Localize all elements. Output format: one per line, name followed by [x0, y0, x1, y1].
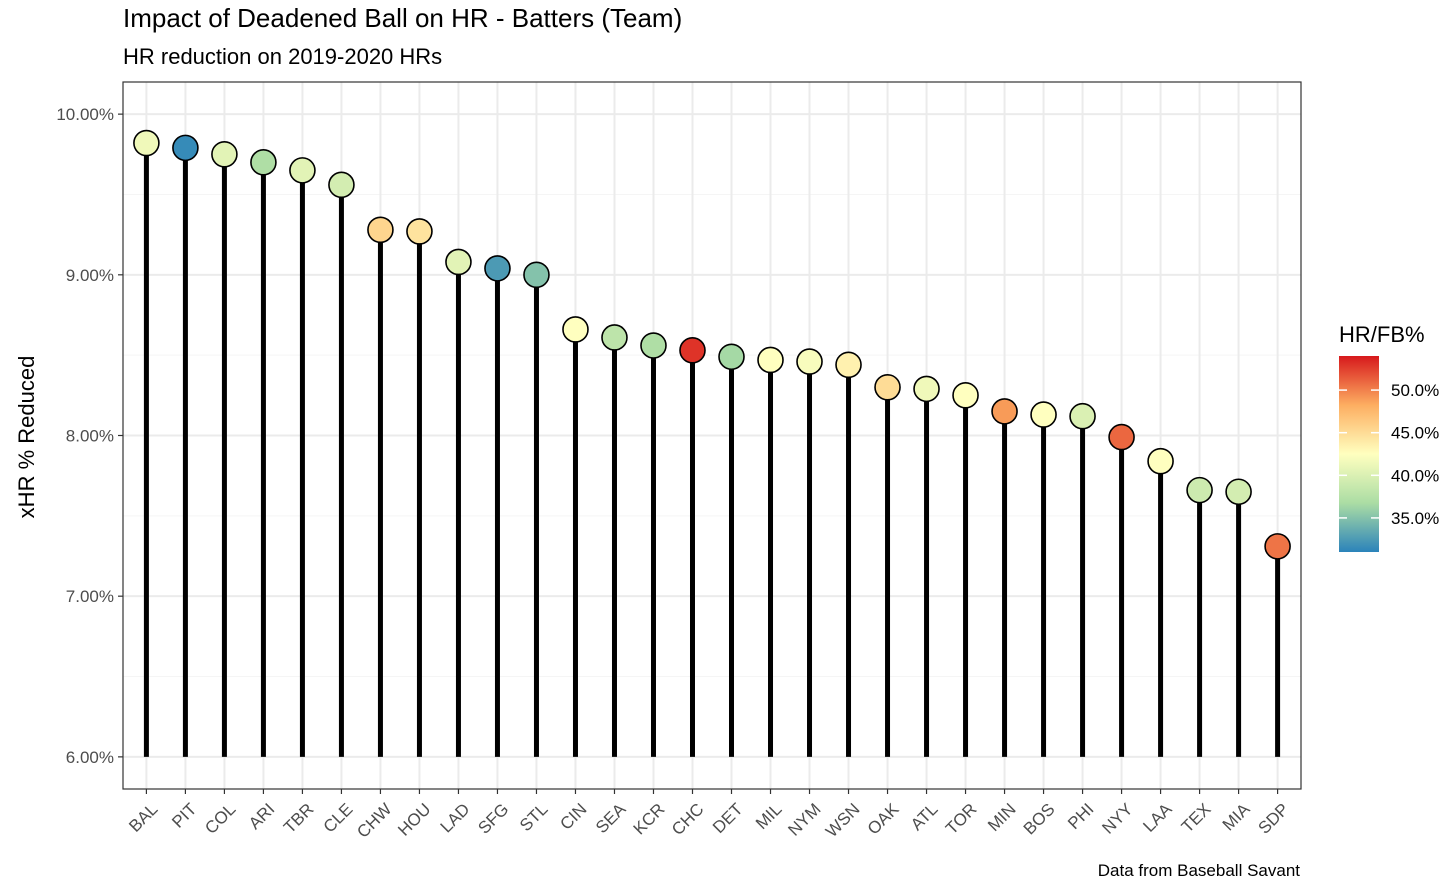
point-cin [562, 316, 589, 343]
legend-label: 40.0% [1391, 466, 1439, 485]
panel-border [122, 81, 1302, 790]
legend-title: HR/FB% [1339, 322, 1425, 347]
x-tick-label-bos: BOS [1020, 800, 1059, 839]
x-tick-label-chc: CHC [668, 800, 707, 839]
point-ari [250, 149, 277, 176]
x-tick-label-atl: ATL [907, 800, 942, 835]
point-tex [1186, 476, 1213, 504]
legend-colorbar [1339, 356, 1379, 552]
point-tbr [289, 157, 316, 184]
x-tick-label-bal: BAL [125, 800, 161, 836]
x-tick-label-tbr: TBR [280, 800, 317, 837]
point-cle [328, 171, 355, 199]
point-mil [757, 346, 784, 374]
legend-label: 45.0% [1391, 424, 1439, 443]
y-tick-label: 6.00% [66, 748, 114, 767]
legend: HR/FB% 50.0% 45.0% 40.0% 35.0% [1339, 322, 1439, 552]
x-tick-label-sdp: SDP [1254, 800, 1292, 838]
legend-label: 50.0% [1391, 381, 1439, 400]
x-tick-label-nyy: NYY [1098, 800, 1136, 838]
point-oak [874, 373, 901, 401]
x-tick-label-phi: PHI [1064, 800, 1097, 833]
y-tick-label: 7.00% [66, 587, 114, 606]
point-phi [1069, 402, 1096, 430]
point-bal [133, 129, 160, 157]
x-tick-label-lad: LAD [437, 800, 474, 837]
y-axis-title: xHR % Reduced [14, 356, 39, 519]
y-tick-label: 9.00% [66, 266, 114, 285]
x-tick-label-chw: CHW [353, 800, 395, 842]
x-tick-label-mia: MIA [1219, 799, 1254, 834]
point-lad [445, 248, 472, 276]
point-atl [913, 375, 940, 403]
x-tick-label-ari: ARI [245, 800, 278, 833]
x-tick-label-tor: TOR [942, 800, 981, 839]
point-nyy [1108, 423, 1135, 451]
points [133, 129, 1291, 560]
y-tick-label: 8.00% [66, 427, 114, 446]
chart-subtitle: HR reduction on 2019-2020 HRs [123, 44, 442, 69]
x-tick-label-pit: PIT [168, 800, 200, 832]
legend-ticks: 50.0% 45.0% 40.0% 35.0% [1339, 381, 1439, 528]
point-sdp [1264, 533, 1291, 560]
point-min [991, 398, 1018, 425]
x-tick-label-col: COL [201, 800, 239, 838]
x-tick-label-hou: HOU [394, 800, 434, 840]
point-stl [523, 261, 550, 289]
point-sfg [484, 255, 511, 282]
x-tick-label-tex: TEX [1178, 800, 1215, 837]
x-tick-label-laa: LAA [1139, 799, 1176, 836]
point-chc [679, 337, 706, 364]
x-tick-label-cin: CIN [556, 800, 590, 834]
point-bos [1030, 401, 1057, 428]
x-tick-label-wsn: WSN [822, 800, 863, 841]
chart-title: Impact of Deadened Ball on HR - Batters … [123, 3, 682, 33]
point-kcr [640, 332, 667, 359]
legend-label: 35.0% [1391, 509, 1439, 528]
y-axis-ticks: 6.00% 7.00% 8.00% 9.00% 10.00% [56, 105, 123, 767]
x-tick-label-cle: CLE [320, 800, 357, 837]
x-tick-label-sea: SEA [592, 799, 630, 837]
chart-caption: Data from Baseball Savant [1098, 861, 1300, 880]
x-tick-label-mil: MIL [752, 800, 785, 833]
y-tick-label: 10.00% [56, 105, 114, 124]
stems [143, 143, 1281, 757]
x-tick-label-nym: NYM [784, 800, 824, 840]
x-tick-label-stl: STL [516, 800, 551, 835]
x-tick-label-sfg: SFG [474, 800, 512, 838]
point-wsn [835, 351, 862, 379]
point-det [718, 343, 745, 371]
point-col [211, 141, 238, 168]
point-tor [952, 382, 979, 409]
point-pit [172, 134, 199, 162]
point-hou [406, 218, 433, 245]
point-laa [1147, 447, 1174, 475]
point-mia [1225, 478, 1252, 506]
x-tick-label-kcr: KCR [630, 800, 669, 839]
x-tick-label-oak: OAK [864, 799, 903, 838]
x-tick-label-min: MIN [984, 800, 1019, 835]
point-nym [796, 348, 823, 375]
point-sea [601, 324, 628, 351]
point-chw [367, 216, 394, 244]
x-tick-label-det: DET [709, 800, 746, 837]
